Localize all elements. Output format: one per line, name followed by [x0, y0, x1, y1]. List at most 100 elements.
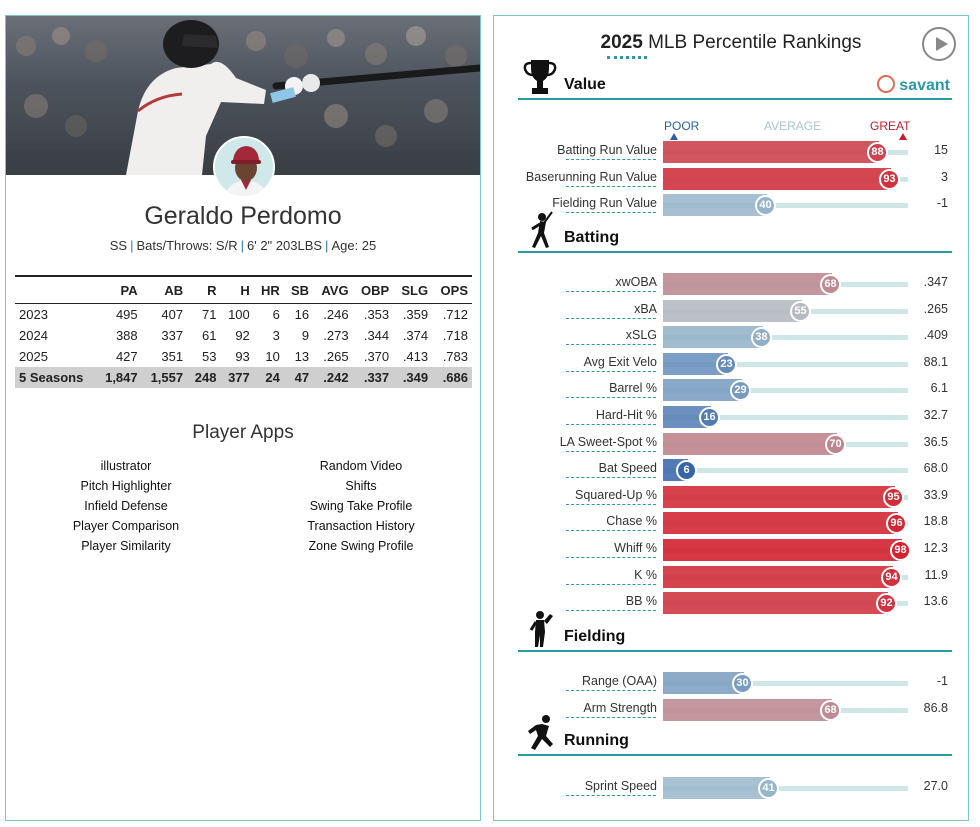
player-app-link[interactable]: Player Similarity [81, 539, 171, 553]
percentile-bar [663, 512, 898, 535]
metric-value: .409 [923, 328, 948, 343]
row-divider [566, 344, 656, 346]
percentile-row[interactable]: Chase % 96 18.8 [494, 511, 968, 535]
trophy-icon [522, 58, 558, 96]
percentile-badge: 55 [790, 300, 811, 322]
percentile-row[interactable]: xSLG 38 .409 [494, 325, 968, 349]
percentile-track [663, 415, 908, 420]
table-cell: 100 [228, 307, 250, 322]
table-cell: .712 [442, 307, 468, 322]
percentile-row[interactable]: Hard-Hit % 16 32.7 [494, 405, 968, 429]
metric-value: 27.0 [923, 779, 948, 793]
table-cell: .718 [442, 328, 468, 343]
metric-label: Arm Strength [583, 700, 657, 715]
percentile-badge: 68 [820, 274, 841, 295]
player-app-link[interactable]: Swing Take Profile [309, 499, 413, 513]
percentile-bar [663, 167, 891, 190]
metric-value: 13.6 [923, 594, 948, 609]
percentile-row[interactable]: BB % 92 13.6 [494, 591, 968, 615]
percentile-row[interactable]: Fielding Run Value 40 -1 [494, 193, 968, 217]
play-button[interactable] [922, 27, 956, 61]
table-cell: 427 [115, 349, 138, 364]
percentile-row[interactable]: Squared-Up % 95 33.9 [494, 485, 968, 509]
section-header-running: Running [518, 714, 952, 756]
percentile-row[interactable]: Arm Strength 68 86.8 [494, 698, 968, 722]
table-row: 5 Seasons 1,847 1,557 248 377 24 47.242.337.34… [15, 367, 472, 388]
runner-icon [522, 714, 558, 752]
row-divider [566, 530, 656, 532]
metric-label: Squared-Up % [575, 487, 657, 502]
rankings-title-text: MLB Percentile Rankings [648, 32, 862, 53]
percentile-badge: 88 [867, 142, 888, 163]
table-row: 2025 427 351 53 93 10 13 .265 .370 .413 .783 [15, 346, 472, 367]
metric-value: 6.1 [930, 381, 948, 396]
percentile-row[interactable]: Barrel % 29 6.1 [494, 378, 968, 402]
player-app-link[interactable]: illustrator [100, 459, 152, 473]
percentile-row[interactable]: K % 94 11.9 [494, 565, 968, 589]
player-app-link[interactable]: Random Video [319, 459, 403, 473]
metric-value: 36.5 [923, 434, 948, 449]
table-cell: .413 [402, 349, 429, 364]
stats-header-cell: H [220, 275, 254, 304]
row-divider [566, 212, 656, 214]
percentile-track [663, 335, 908, 341]
player-app-link[interactable]: Transaction History [307, 519, 415, 533]
rankings-year: 2025 [600, 32, 643, 53]
percentile-row[interactable]: Whiff % 98 12.3 [494, 538, 968, 562]
percentile-rankings-card: 2025 MLB Percentile Rankings POOR AVERAGE… [493, 15, 969, 821]
batter-icon [522, 211, 558, 249]
percentile-row[interactable]: Sprint Speed 41 27.0 [494, 776, 968, 800]
fielder-icon [522, 610, 558, 648]
percentile-bar [663, 379, 742, 402]
player-avatar [213, 136, 275, 198]
metric-label: K % [634, 567, 657, 582]
table-cell: 388 [115, 328, 138, 343]
percentile-row[interactable]: Baserunning Run Value 93 3 [494, 167, 968, 191]
player-app-link[interactable]: Infield Defense [84, 499, 168, 513]
table-cell: 61 [201, 328, 217, 343]
player-height-weight: 6' 2" 203LBS [247, 238, 323, 253]
metric-value: 68.0 [923, 461, 948, 476]
percentile-badge: 70 [825, 433, 846, 455]
percentile-row[interactable]: Batting Run Value 88 15 [494, 140, 968, 164]
savant-logo[interactable]: savant [877, 75, 950, 95]
table-cell: 1,847 [96, 367, 142, 388]
percentile-bar [663, 698, 832, 721]
player-app-link[interactable]: Shifts [345, 479, 377, 493]
percentile-bar [663, 565, 893, 588]
player-app-link[interactable]: Zone Swing Profile [308, 539, 414, 553]
percentile-row[interactable]: Range (OAA) 30 -1 [494, 671, 968, 695]
percentile-row[interactable]: xwOBA 68 .347 [494, 272, 968, 296]
percentile-rankings-title: 2025 MLB Percentile Rankings [494, 32, 968, 54]
metric-label: BB % [625, 594, 657, 609]
table-cell: 377 [220, 367, 254, 388]
stadium-crowd-background [6, 20, 480, 175]
stats-header-cell: OBP [352, 275, 394, 304]
metric-label: Batting Run Value [557, 143, 657, 157]
percentile-bar [663, 485, 895, 508]
percentile-row[interactable]: Bat Speed 6 68.0 [494, 458, 968, 482]
percentile-row[interactable]: LA Sweet-Spot % 70 36.5 [494, 432, 968, 456]
table-cell: 351 [161, 349, 184, 364]
separator: | [325, 238, 329, 253]
percentile-badge: 6 [676, 460, 697, 482]
metric-value: 86.8 [923, 700, 948, 715]
percentile-row[interactable]: Avg Exit Velo 23 88.1 [494, 352, 968, 376]
percentile-badge: 16 [699, 407, 720, 428]
table-row: 2024 388 337 61 92 3 9 .273 .344 .374 .718 [15, 325, 472, 346]
percentile-track [663, 681, 908, 686]
table-cell: 495 [115, 307, 138, 322]
table-cell: 24 [253, 367, 284, 388]
player-card: Geraldo Perdomo SS | Bats/Throws: S/R | 6' 2… [5, 15, 481, 821]
player-app-link[interactable]: Player Comparison [72, 519, 180, 533]
player-app-link[interactable]: Pitch Highlighter [80, 479, 172, 493]
player-apps-right-column: Random Video Shifts Swing Take Profile Tran… [261, 456, 461, 556]
table-cell: .783 [442, 349, 468, 364]
percentile-row[interactable]: xBA 55 .265 [494, 299, 968, 323]
row-divider [566, 690, 656, 691]
section-header-value: Value savant [518, 60, 952, 100]
separator: | [240, 238, 244, 253]
percentile-badge: 38 [751, 327, 772, 349]
table-cell: .374 [402, 328, 429, 343]
player-bats-throws: Bats/Throws: S/R [136, 238, 238, 253]
